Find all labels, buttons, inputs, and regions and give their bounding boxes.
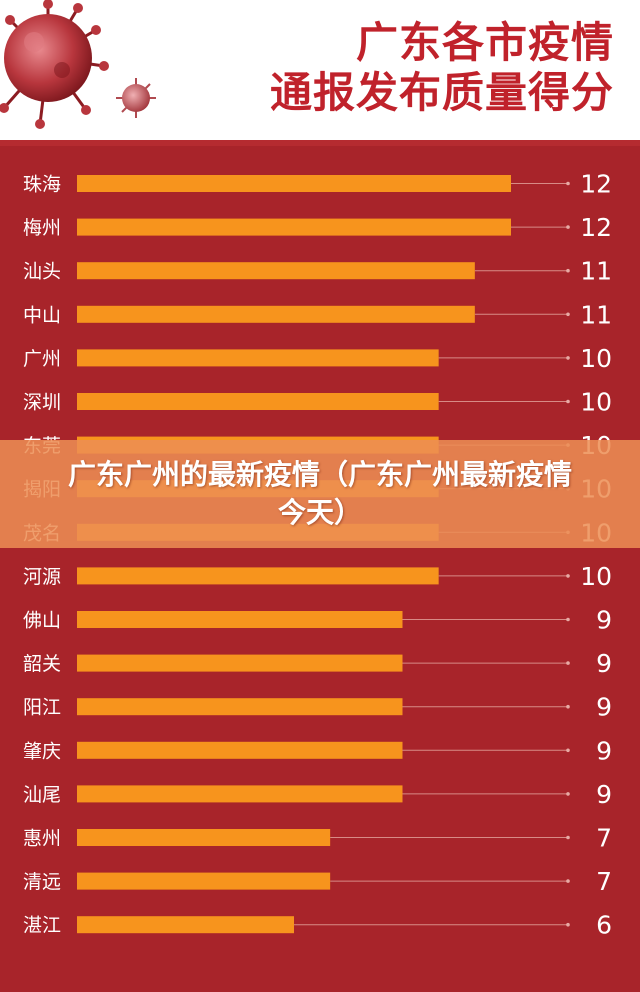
category-label: 阳江 (23, 697, 61, 719)
category-label: 湛江 (23, 915, 61, 937)
leader-dot (566, 792, 570, 796)
leader-dot (566, 748, 570, 753)
value-label: 9 (596, 780, 612, 809)
leader-dot (566, 574, 570, 578)
header-divider (0, 140, 640, 146)
value-label: 6 (596, 911, 612, 940)
category-label: 深圳 (23, 392, 61, 414)
bar (77, 175, 511, 192)
category-label: 河源 (23, 566, 61, 588)
bar (77, 349, 439, 367)
bar (77, 393, 439, 410)
leader-dot (566, 704, 570, 709)
leader-dot (566, 617, 570, 622)
category-label: 珠海 (23, 174, 61, 196)
leader-dot (566, 356, 570, 360)
category-label: 中山 (23, 304, 61, 326)
bar (77, 916, 294, 934)
category-label: 广州 (23, 348, 61, 370)
leader-dot (566, 879, 570, 883)
value-label: 11 (580, 300, 612, 329)
value-label: 9 (596, 649, 612, 678)
banner-text: 广东广州的最新疫情（广东广州最新疫情今天） (67, 458, 572, 529)
value-label: 11 (580, 257, 612, 286)
leader-dot (566, 225, 570, 229)
category-label: 佛山 (23, 610, 61, 632)
overlay-banner: 广东广州的最新疫情（广东广州最新疫情今天） (0, 440, 640, 548)
category-label: 汕头 (23, 261, 61, 283)
virus-icon (0, 0, 156, 129)
header: 广东各市疫情 通报发布质量得分 (0, 0, 640, 140)
category-label: 清远 (23, 871, 61, 893)
value-label: 10 (580, 562, 612, 591)
value-label: 9 (596, 736, 612, 765)
leader-dot (566, 312, 570, 317)
category-label: 韶关 (23, 653, 61, 675)
value-label: 10 (580, 388, 612, 417)
value-label: 7 (596, 867, 612, 896)
bar (77, 741, 403, 759)
leader-dot (566, 922, 570, 927)
value-label: 9 (596, 606, 612, 635)
category-label: 梅州 (23, 217, 61, 239)
bar (77, 872, 331, 890)
bar (77, 654, 403, 672)
page-title: 广东各市疫情 通报发布质量得分 (270, 18, 614, 118)
value-label: 12 (580, 213, 612, 242)
title-line-1: 广东各市疫情 (355, 18, 614, 67)
category-label: 肇庆 (23, 740, 61, 762)
bar (77, 218, 511, 236)
category-label: 汕尾 (23, 784, 61, 806)
leader-dot (566, 399, 570, 404)
bar (77, 567, 439, 585)
category-label: 惠州 (23, 828, 61, 850)
bar (77, 262, 475, 280)
bar (77, 611, 403, 628)
leader-dot (566, 835, 570, 840)
bar (77, 785, 403, 803)
score-bar-chart: 珠海12梅州12汕头11中山11广州10深圳10东莞10揭阳10茂名10河源10… (23, 170, 612, 940)
value-label: 12 (580, 170, 612, 199)
leader-dot (566, 661, 570, 665)
leader-dot (566, 181, 570, 186)
leader-dot (566, 268, 570, 273)
bar (77, 698, 403, 716)
value-label: 10 (580, 344, 612, 373)
title-line-2: 通报发布质量得分 (269, 68, 614, 117)
value-label: 7 (596, 824, 612, 853)
bar (77, 829, 331, 846)
bar (77, 305, 475, 323)
value-label: 9 (596, 693, 612, 722)
